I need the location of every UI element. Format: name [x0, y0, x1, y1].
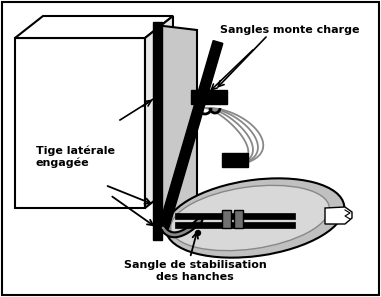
- Polygon shape: [155, 25, 197, 220]
- Polygon shape: [15, 16, 173, 38]
- Circle shape: [195, 230, 200, 236]
- Polygon shape: [158, 41, 223, 231]
- Bar: [153, 22, 162, 240]
- Polygon shape: [145, 16, 173, 208]
- Bar: [222, 210, 231, 228]
- Ellipse shape: [166, 178, 344, 258]
- Text: Tige latérale
engagée: Tige latérale engagée: [35, 145, 115, 168]
- Text: Sangle de stabilisation
des hanches: Sangle de stabilisation des hanches: [123, 260, 266, 282]
- Bar: [191, 90, 227, 104]
- Bar: [222, 153, 248, 167]
- Ellipse shape: [171, 185, 329, 251]
- Circle shape: [157, 229, 163, 235]
- Bar: [234, 210, 243, 228]
- Polygon shape: [325, 207, 352, 224]
- Bar: [175, 222, 295, 228]
- Text: Sangles monte charge: Sangles monte charge: [220, 25, 360, 35]
- Bar: [175, 213, 295, 219]
- Bar: [15, 38, 145, 208]
